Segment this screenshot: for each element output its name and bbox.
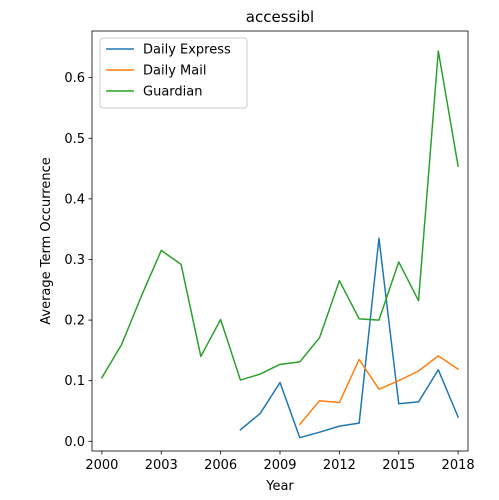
x-tick-label: 2015 [382, 458, 415, 473]
legend-label-1: Daily Mail [143, 64, 206, 79]
axes: 2000 2003 2006 2009 2012 2015 2018 0.0 0.1 0.2 0.3… [64, 30, 475, 473]
y-tick-label: 0.2 [64, 314, 85, 329]
series-line-1 [298, 355, 460, 426]
y-tick-label: 0.6 [64, 71, 85, 86]
y-tick-label: 0.3 [64, 253, 85, 268]
legend: Daily Express Daily Mail Guardian [99, 37, 248, 109]
y-tick-label: 0.4 [64, 192, 85, 207]
series-line-2 [100, 50, 459, 381]
x-tick-label: 2018 [442, 458, 475, 473]
x-tick-label: 2000 [85, 458, 118, 473]
series-line-0 [239, 237, 460, 439]
x-tick-label: 2003 [145, 458, 178, 473]
x-axis-label: Year [265, 479, 294, 494]
y-tick-label: 0.5 [64, 132, 85, 147]
chart-title: accessibl [246, 8, 314, 26]
x-tick-label: 2012 [323, 458, 356, 473]
legend-label-0: Daily Express [143, 43, 231, 58]
y-axis-label: Average Term Occurrence [39, 157, 54, 324]
y-tick-label: 0.1 [64, 374, 85, 389]
legend-label-2: Guardian [143, 85, 202, 100]
y-tick-label: 0.0 [64, 435, 85, 450]
x-tick-label: 2009 [263, 458, 296, 473]
x-tick-label: 2006 [204, 458, 237, 473]
plot-area [100, 50, 460, 439]
legend-box [99, 37, 248, 109]
